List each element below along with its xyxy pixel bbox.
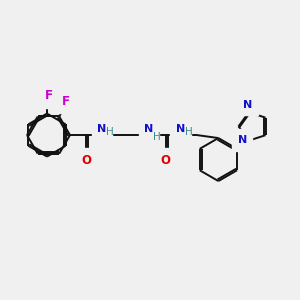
Text: O: O — [160, 154, 170, 167]
Text: N: N — [176, 124, 185, 134]
Text: N: N — [238, 135, 247, 145]
Text: N: N — [145, 124, 154, 134]
Text: H: H — [185, 127, 193, 137]
Text: H: H — [106, 127, 114, 137]
Text: F: F — [44, 89, 52, 102]
Text: N: N — [243, 100, 253, 110]
Text: O: O — [81, 154, 92, 167]
Text: N: N — [97, 124, 106, 134]
Text: F: F — [62, 95, 70, 108]
Text: H: H — [153, 133, 161, 142]
